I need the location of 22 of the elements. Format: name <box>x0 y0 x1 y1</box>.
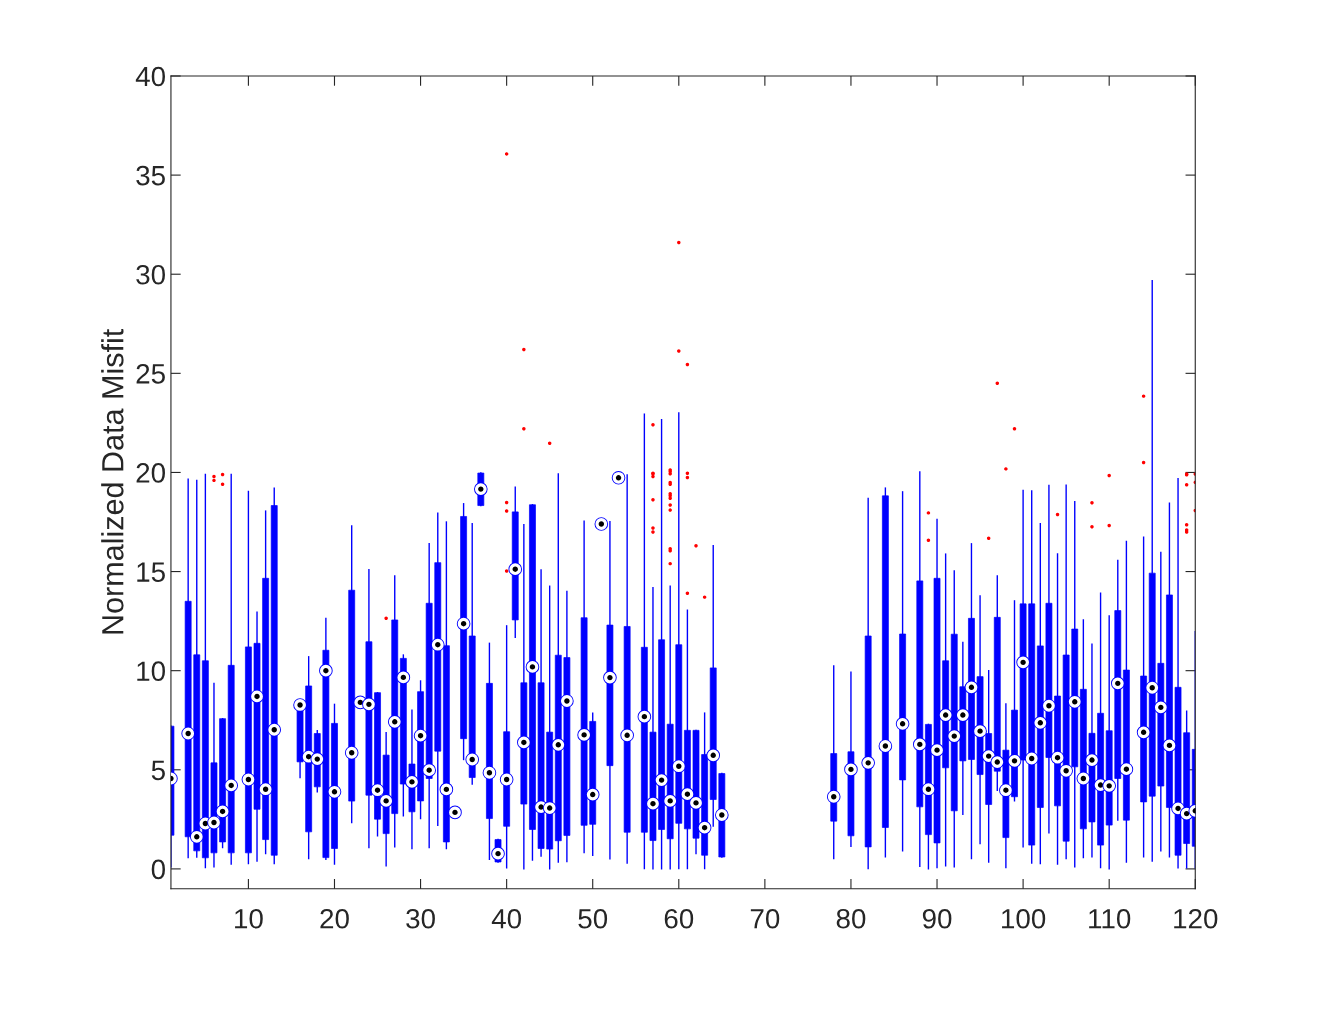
x-tick-label: 20 <box>320 908 349 929</box>
y-tick-label: 35 <box>136 165 165 186</box>
x-tick-label: 110 <box>1089 908 1131 929</box>
y-tick-label: 25 <box>136 364 165 384</box>
x-tick-label: 30 <box>406 908 435 929</box>
x-tick-label: 40 <box>491 908 522 929</box>
y-tick-label: 15 <box>137 562 165 582</box>
x-tick-label: 10 <box>235 908 263 929</box>
x-tick-label: 70 <box>750 908 780 929</box>
y-axis-title: Normalized Data Misfit <box>101 328 124 634</box>
x-tick-label: 90 <box>922 908 952 929</box>
x-tick-label: 60 <box>664 908 694 929</box>
y-tick-label: 30 <box>136 264 165 285</box>
x-tick-label: 50 <box>578 908 608 929</box>
x-tick-label: 120 <box>1174 908 1218 929</box>
y-tick-label: 5 <box>151 760 165 781</box>
x-tick-label: 100 <box>1002 908 1046 929</box>
y-tick-label: 0 <box>151 859 165 880</box>
y-tick-label: 10 <box>137 661 165 682</box>
y-tick-label: 40 <box>135 66 165 87</box>
y-tick-label: 20 <box>136 463 165 483</box>
x-tick-label: 80 <box>836 908 866 929</box>
